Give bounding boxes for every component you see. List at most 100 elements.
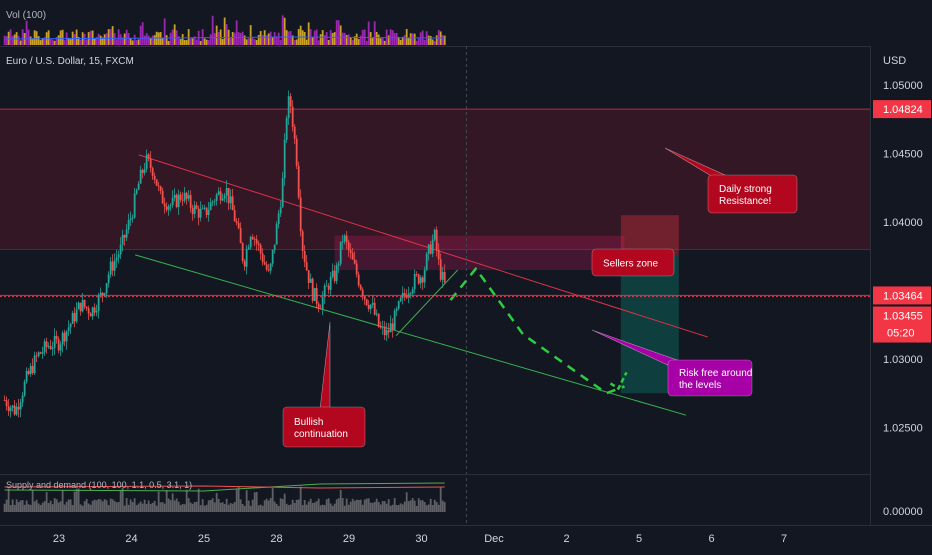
candle-body[interactable] <box>285 117 288 140</box>
indicator-bar[interactable] <box>275 503 278 512</box>
candle-body[interactable] <box>7 406 10 412</box>
candle-body[interactable] <box>77 302 80 310</box>
candle-body[interactable] <box>89 313 92 317</box>
candle-body[interactable] <box>133 193 136 218</box>
indicator-bar[interactable] <box>29 504 32 512</box>
indicator-bar[interactable] <box>81 505 84 512</box>
indicator-bar[interactable] <box>331 505 334 512</box>
volume-bar[interactable] <box>201 29 204 45</box>
candle-body[interactable] <box>183 192 186 201</box>
candle-body[interactable] <box>95 310 98 313</box>
candle-body[interactable] <box>19 402 22 410</box>
indicator-bar[interactable] <box>179 505 182 512</box>
volume-bar[interactable] <box>377 34 380 45</box>
candle-body[interactable] <box>31 365 34 374</box>
candle-body[interactable] <box>347 242 350 251</box>
indicator-bar[interactable] <box>147 500 150 512</box>
indicator-bar[interactable] <box>145 503 148 512</box>
candle-body[interactable] <box>29 365 32 374</box>
candle-body[interactable] <box>235 221 238 223</box>
indicator-bar[interactable] <box>347 504 350 512</box>
volume-bar[interactable] <box>31 38 34 45</box>
volume-bar[interactable] <box>437 29 440 45</box>
candle-body[interactable] <box>25 371 28 382</box>
candle-body[interactable] <box>297 165 300 198</box>
indicator-bar[interactable] <box>135 505 138 512</box>
volume-bar[interactable] <box>359 35 362 45</box>
indicator-bar[interactable] <box>225 498 228 512</box>
volume-bar[interactable] <box>41 38 44 45</box>
indicator-bar[interactable] <box>189 502 192 512</box>
candle-body[interactable] <box>167 206 170 210</box>
candle-body[interactable] <box>61 332 64 345</box>
indicator-bar[interactable] <box>367 498 370 512</box>
volume-bar[interactable] <box>337 20 340 45</box>
volume-bar[interactable] <box>191 38 194 45</box>
candle-body[interactable] <box>249 236 252 248</box>
volume-bar[interactable] <box>351 39 354 45</box>
indicator-bar[interactable] <box>181 504 184 512</box>
volume-bar[interactable] <box>411 33 414 45</box>
volume-bar[interactable] <box>193 36 196 45</box>
indicator-bar[interactable] <box>89 504 92 512</box>
indicator-bar[interactable] <box>279 498 282 512</box>
indicator-bar[interactable] <box>101 501 104 512</box>
candle-body[interactable] <box>189 195 192 208</box>
candle-body[interactable] <box>365 299 368 305</box>
volume-bar[interactable] <box>223 17 226 45</box>
candle-body[interactable] <box>213 200 216 202</box>
volume-bar[interactable] <box>273 32 276 45</box>
indicator-bar[interactable] <box>365 498 368 512</box>
candle-body[interactable] <box>345 235 348 243</box>
indicator-bar[interactable] <box>63 504 66 512</box>
indicator-panel[interactable] <box>3 482 446 512</box>
volume-bar[interactable] <box>349 37 352 45</box>
indicator-bar[interactable] <box>383 501 386 512</box>
indicator-bar[interactable] <box>159 502 162 512</box>
indicator-bar[interactable] <box>325 499 328 512</box>
candle-body[interactable] <box>111 261 114 271</box>
volume-bar[interactable] <box>239 32 242 45</box>
volume-bar[interactable] <box>61 29 64 45</box>
candle-body[interactable] <box>423 269 426 283</box>
volume-bar[interactable] <box>353 36 356 45</box>
indicator-bar[interactable] <box>407 501 410 512</box>
indicator-bar[interactable] <box>233 502 236 512</box>
volume-bar[interactable] <box>299 25 302 45</box>
volume-bar[interactable] <box>135 40 138 45</box>
indicator-bar[interactable] <box>295 499 298 512</box>
candle-body[interactable] <box>37 352 40 356</box>
indicator-bar[interactable] <box>235 489 238 512</box>
volume-bar[interactable] <box>89 30 92 45</box>
indicator-bar[interactable] <box>255 491 258 512</box>
candle-body[interactable] <box>49 345 52 349</box>
volume-bar[interactable] <box>203 38 206 45</box>
volume-bar[interactable] <box>13 34 16 45</box>
volume-bar[interactable] <box>373 21 376 45</box>
indicator-bar[interactable] <box>217 498 220 512</box>
volume-bar[interactable] <box>147 35 150 45</box>
volume-bar[interactable] <box>43 37 46 45</box>
indicator-bar[interactable] <box>205 504 208 512</box>
indicator-bar[interactable] <box>259 504 262 512</box>
candle-body[interactable] <box>237 222 240 229</box>
volume-bar[interactable] <box>123 33 126 45</box>
indicator-bar[interactable] <box>153 500 156 512</box>
indicator-bar[interactable] <box>241 504 244 512</box>
indicator-bar[interactable] <box>75 488 78 512</box>
indicator-bar[interactable] <box>409 500 412 512</box>
candle-body[interactable] <box>137 183 140 190</box>
candle-body[interactable] <box>321 296 324 310</box>
indicator-bar[interactable] <box>301 505 304 512</box>
indicator-bar[interactable] <box>391 504 394 512</box>
candle-body[interactable] <box>311 278 314 301</box>
indicator-bar[interactable] <box>169 500 172 512</box>
candle-body[interactable] <box>377 313 380 327</box>
volume-bar[interactable] <box>57 35 60 45</box>
indicator-bar[interactable] <box>209 499 212 512</box>
candle-body[interactable] <box>55 335 58 340</box>
volume-bar[interactable] <box>237 32 240 45</box>
volume-bar[interactable] <box>215 25 218 45</box>
indicator-bar[interactable] <box>309 498 312 512</box>
candle-body[interactable] <box>215 194 218 201</box>
